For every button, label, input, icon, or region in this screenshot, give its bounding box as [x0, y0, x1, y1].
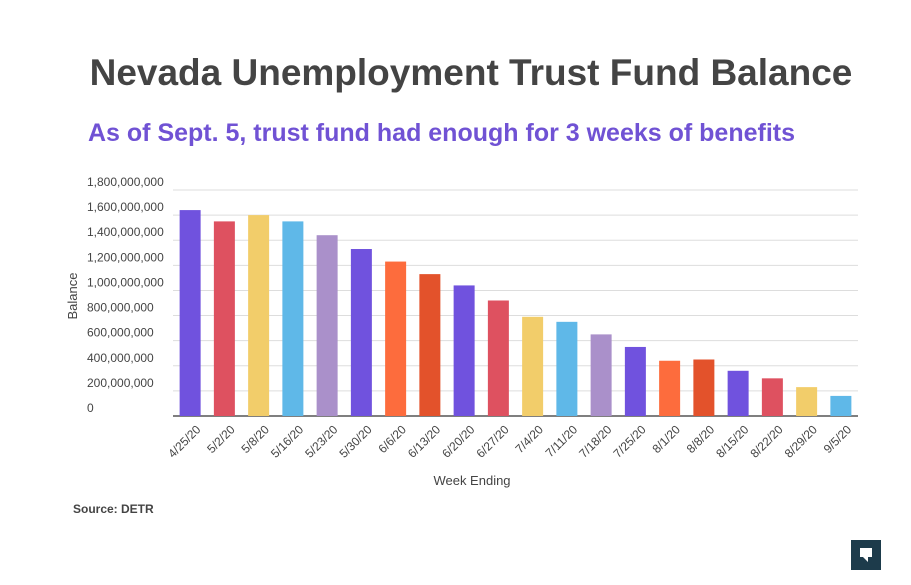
bar-8-29-20 — [796, 387, 818, 416]
y-tick-label: 400,000,000 — [87, 351, 154, 365]
bar-5-30-20 — [350, 249, 372, 416]
bar-7-25-20 — [624, 346, 646, 416]
y-tick-label: 1,800,000,000 — [87, 175, 164, 189]
y-axis-label: Balance — [65, 273, 80, 320]
y-tick-label: 1,200,000,000 — [87, 250, 164, 264]
bar-5-2-20 — [213, 221, 235, 416]
x-tick-label: 7/11/20 — [543, 422, 581, 460]
x-tick-label: 5/16/20 — [268, 422, 306, 460]
x-tick-label: 8/1/20 — [649, 422, 683, 456]
x-tick-label: 8/29/20 — [782, 422, 820, 460]
bar-6-6-20 — [385, 261, 407, 416]
bar-4-25-20 — [179, 210, 201, 416]
bar-8-8-20 — [693, 359, 715, 416]
bar-9-5-20 — [830, 395, 852, 416]
x-tick-label: 7/4/20 — [512, 422, 546, 456]
y-tick-label: 800,000,000 — [87, 301, 154, 315]
y-tick-label: 1,600,000,000 — [87, 200, 164, 214]
bar-8-15-20 — [727, 370, 749, 416]
bar-5-16-20 — [282, 221, 304, 416]
gridlines — [173, 189, 858, 417]
bar-7-18-20 — [590, 334, 612, 416]
logo-glyph-icon — [860, 548, 872, 562]
x-tick-label: 6/20/20 — [439, 422, 477, 460]
y-tick-label: 200,000,000 — [87, 376, 154, 390]
nevada-independent-logo-icon[interactable] — [851, 540, 881, 570]
bar-8-1-20 — [659, 360, 681, 416]
bar-5-23-20 — [316, 235, 338, 416]
y-tick-label: 0 — [87, 401, 94, 415]
x-tick-label: 7/18/20 — [576, 422, 614, 460]
chart-subtitle: As of Sept. 5, trust fund had enough for… — [88, 119, 796, 147]
x-tick-label: 6/13/20 — [405, 422, 443, 460]
bar-7-11-20 — [556, 321, 578, 416]
y-tick-label: 600,000,000 — [87, 326, 154, 340]
y-tick-label: 1,400,000,000 — [87, 225, 164, 239]
bar-5-8-20 — [248, 215, 270, 416]
y-tick-label: 1,000,000,000 — [87, 275, 164, 289]
y-axis-ticks: 0 200,000,000 400,000,000 600,000,000 800,00… — [87, 175, 164, 415]
bar-6-27-20 — [487, 300, 509, 416]
bar-7-4-20 — [522, 316, 544, 416]
x-axis-ticks: 4/25/20 5/2/20 5/8/205/16/205/23/205/30/20… — [165, 422, 854, 460]
bar-6-13-20 — [419, 274, 441, 416]
source-note: Source: DETR — [73, 502, 154, 516]
chart-title: Nevada Unemployment Trust Fund Balance — [89, 52, 853, 93]
x-tick-label: 9/5/20 — [821, 422, 855, 456]
x-tick-label: 5/2/20 — [204, 422, 238, 456]
x-tick-label: 8/15/20 — [713, 422, 751, 460]
x-tick-label: 8/22/20 — [747, 422, 785, 460]
x-axis-label: Week Ending — [433, 473, 510, 488]
x-tick-label: 5/23/20 — [302, 422, 340, 460]
x-tick-label: 5/30/20 — [336, 422, 374, 460]
x-tick-label: 6/27/20 — [473, 422, 511, 460]
bar-6-20-20 — [453, 285, 475, 416]
bars — [179, 210, 852, 416]
x-tick-label: 4/25/20 — [165, 422, 203, 460]
bar-8-22-20 — [761, 378, 783, 416]
x-tick-label: 7/25/20 — [610, 422, 648, 460]
